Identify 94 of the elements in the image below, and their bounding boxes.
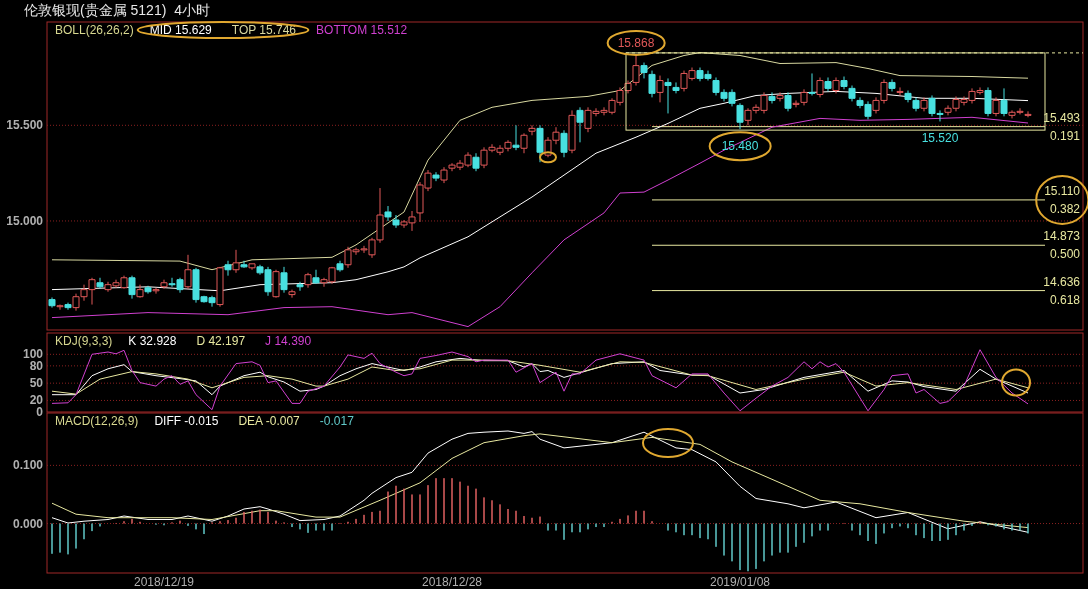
candlestick bbox=[640, 62, 648, 79]
candlestick bbox=[792, 99, 800, 108]
ref-line-label: 15.110 0.382 bbox=[1044, 183, 1081, 216]
candlestick bbox=[800, 88, 808, 106]
x-tick-label: 2018/12/28 bbox=[421, 575, 483, 589]
text: BOTTOM 15.512 bbox=[316, 23, 408, 37]
line-series bbox=[51, 116, 1029, 328]
candlestick bbox=[920, 96, 928, 112]
annotation: 15.520 bbox=[921, 131, 959, 146]
candlestick bbox=[152, 287, 160, 295]
candlestick bbox=[432, 171, 440, 182]
series-label: K 32.928 bbox=[128, 334, 177, 348]
text: -0.017 bbox=[319, 414, 355, 428]
line-series bbox=[51, 349, 1029, 412]
candlestick bbox=[296, 281, 304, 292]
candlestick bbox=[304, 272, 312, 289]
candlestick bbox=[816, 76, 824, 98]
y-tick-label: 0.100 bbox=[12, 458, 44, 473]
candlestick bbox=[648, 70, 656, 98]
candlestick bbox=[1024, 110, 1032, 118]
candlestick bbox=[144, 285, 152, 295]
y-tick-label: 15.500 bbox=[6, 118, 44, 133]
candlestick bbox=[736, 102, 744, 130]
candlestick bbox=[888, 78, 896, 92]
candlestick bbox=[128, 275, 136, 300]
series-label: J 14.390 bbox=[265, 334, 312, 348]
candlestick bbox=[560, 129, 568, 158]
candlestick bbox=[184, 254, 192, 290]
y-tick-label: 0.000 bbox=[12, 516, 44, 531]
candlestick bbox=[568, 109, 576, 154]
candlestick bbox=[280, 266, 288, 294]
candlestick bbox=[984, 86, 992, 117]
candlestick bbox=[136, 284, 144, 299]
candlestick bbox=[784, 91, 792, 112]
line-series bbox=[51, 52, 1029, 271]
candlestick bbox=[536, 124, 544, 163]
candlestick bbox=[848, 85, 856, 102]
candlestick bbox=[656, 75, 664, 103]
candlestick bbox=[272, 269, 280, 299]
candlestick bbox=[632, 54, 640, 87]
chart-title: 伦敦银现(贵金属 5121) 4小时 bbox=[24, 2, 210, 18]
candlestick bbox=[840, 76, 848, 90]
candlestick bbox=[824, 76, 832, 92]
text: D 42.197 bbox=[196, 334, 246, 348]
y-tick-label: 15.000 bbox=[6, 213, 44, 228]
candlestick bbox=[1000, 87, 1008, 117]
candlestick bbox=[312, 269, 320, 285]
candlestick bbox=[512, 124, 520, 151]
candlestick bbox=[896, 86, 904, 96]
text: DEA -0.007 bbox=[238, 414, 301, 428]
candlestick bbox=[768, 91, 776, 104]
text: DIFF -0.015 bbox=[154, 414, 219, 428]
candlestick bbox=[248, 263, 256, 271]
candlestick bbox=[672, 81, 680, 94]
chart-title: KDJ(9,3,3) bbox=[55, 334, 113, 348]
x-tick-label: 2018/12/19 bbox=[133, 575, 195, 589]
text: MID 15.629 bbox=[149, 23, 213, 37]
candlestick bbox=[384, 205, 392, 222]
candlestick bbox=[64, 302, 72, 311]
candlestick bbox=[832, 76, 840, 94]
line-series bbox=[51, 90, 1029, 292]
candlestick bbox=[808, 72, 816, 96]
y-tick-label: 50 bbox=[29, 376, 44, 391]
ref-line-label: 15.493 0.191 bbox=[1043, 110, 1081, 143]
chart-subtitle: BOLL(26,26,2) bbox=[55, 23, 134, 37]
text: TOP 15.746 bbox=[231, 23, 297, 37]
candlestick bbox=[528, 124, 536, 136]
candlestick bbox=[576, 106, 584, 143]
candlestick bbox=[160, 279, 168, 290]
candlestick bbox=[520, 132, 528, 154]
candlestick bbox=[992, 96, 1000, 117]
candlestick bbox=[232, 249, 240, 274]
y-tick-label: 20 bbox=[29, 393, 44, 408]
candlestick bbox=[472, 152, 480, 172]
candlestick bbox=[240, 260, 248, 269]
chart-title: MACD(12,26,9) bbox=[55, 414, 139, 428]
ref-line-label: 14.873 0.500 bbox=[1043, 229, 1081, 262]
candlestick bbox=[440, 166, 448, 184]
candlestick bbox=[904, 89, 912, 103]
candlestick bbox=[224, 260, 232, 277]
candlestick bbox=[288, 289, 296, 299]
candlestick bbox=[336, 260, 344, 273]
ref-line-label: 14.636 0.618 bbox=[1043, 274, 1081, 307]
candlestick bbox=[664, 77, 672, 114]
candlestick bbox=[96, 277, 104, 290]
candlestick bbox=[776, 91, 784, 102]
candlestick bbox=[56, 304, 64, 311]
annotation: 15.868 bbox=[617, 35, 655, 50]
candlestick bbox=[48, 296, 56, 309]
candlestick bbox=[912, 96, 920, 112]
x-tick-label: 2019/01/08 bbox=[709, 575, 771, 589]
candlestick bbox=[392, 214, 400, 229]
candlestick bbox=[216, 266, 224, 308]
y-tick-label: 0 bbox=[36, 405, 44, 419]
